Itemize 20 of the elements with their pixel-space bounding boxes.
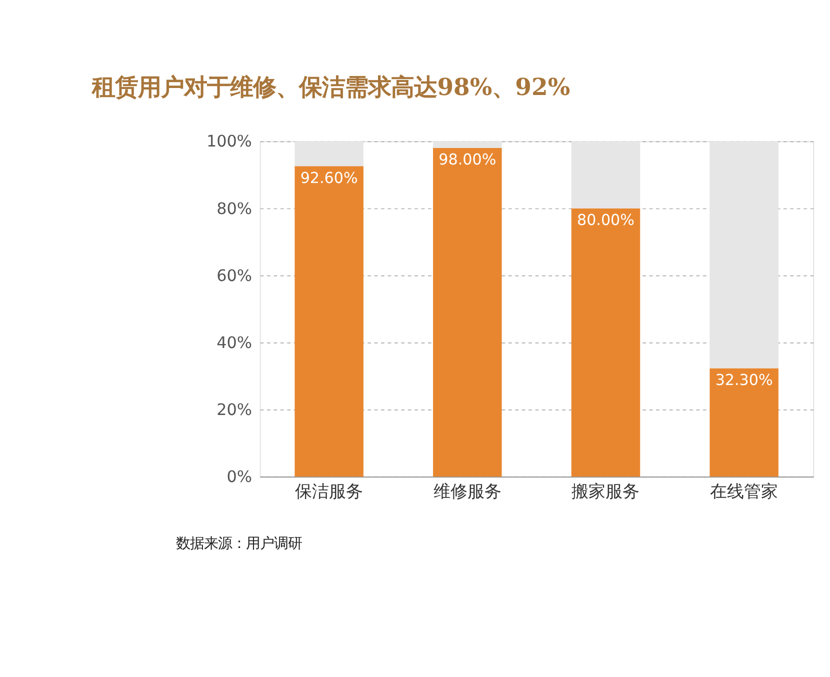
y-tick-label: 20% xyxy=(216,400,252,420)
y-tick-label: 60% xyxy=(216,266,252,285)
y-tick-label: 40% xyxy=(216,332,252,352)
y-tick-label: 0% xyxy=(226,467,252,486)
data-label: 80.00% xyxy=(576,211,634,230)
source-note: 数据来源：用户调研 xyxy=(176,536,302,552)
data-label: 98.00% xyxy=(438,150,496,169)
bar xyxy=(294,166,364,477)
bar xyxy=(433,148,502,477)
chart-title: 租赁用户对于维修、保洁需求高达98%、92% xyxy=(91,73,570,102)
x-tick-label: 维修服务 xyxy=(433,481,502,502)
bar xyxy=(571,208,640,477)
data-label: 92.60% xyxy=(300,168,358,187)
x-tick-label: 保洁服务 xyxy=(295,481,364,502)
x-tick-label: 在线管家 xyxy=(710,481,778,502)
bar xyxy=(710,368,778,477)
x-tick-label: 搬家服务 xyxy=(572,481,640,502)
data-label: 32.30% xyxy=(715,371,773,390)
y-tick-label: 100% xyxy=(206,132,252,151)
y-tick-label: 80% xyxy=(216,198,252,218)
